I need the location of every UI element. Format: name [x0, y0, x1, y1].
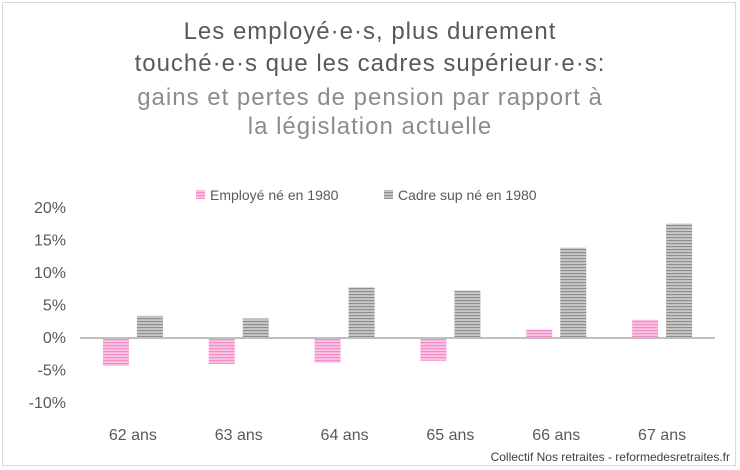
y-tick-label: 0%: [43, 330, 66, 347]
bar-cadre-6: [666, 223, 693, 338]
chart-title-line-2: touché·e·s que les cadres supérieur·e·s:: [134, 50, 606, 77]
bars: [102, 223, 693, 366]
source-credit: Collectif Nos retraites - reformedesretr…: [490, 450, 730, 464]
bar-cadre-2: [242, 318, 269, 338]
bar-cadre-3: [348, 287, 375, 338]
bar-cadre-1: [136, 315, 163, 338]
bar-employe-6: [632, 319, 659, 338]
x-category-label: 66 ans: [532, 427, 580, 444]
y-tick-label: 10%: [34, 265, 66, 282]
x-category-label: 63 ans: [215, 427, 263, 444]
x-category-label: 64 ans: [321, 427, 369, 444]
bar-employe-4: [420, 338, 447, 361]
y-tick-label: 15%: [34, 233, 66, 250]
x-category-label: 67 ans: [638, 427, 686, 444]
bar-employe-1: [102, 338, 129, 366]
legend-label-cadre: Cadre sup né en 1980: [398, 187, 537, 203]
x-category-label: 65 ans: [426, 427, 474, 444]
x-category-label: 62 ans: [109, 427, 157, 444]
legend-label-employe: Employé né en 1980: [210, 187, 339, 203]
x-axis-categories: 62 ans 63 ans 64 ans 65 ans 66 ans 67 ans: [109, 427, 686, 444]
bar-cadre-4: [454, 290, 481, 338]
bar-employe-3: [314, 338, 341, 363]
bar-employe-2: [208, 338, 235, 364]
legend-swatch-employe: [196, 190, 205, 199]
chart-subtitle-line-1: gains et pertes de pension par rapport à: [137, 84, 603, 111]
bar-employe-5: [526, 329, 553, 338]
y-tick-label: 5%: [43, 298, 66, 315]
y-tick-label: 20%: [34, 200, 66, 217]
legend: Employé né en 1980 Cadre sup né en 1980: [196, 187, 537, 203]
chart-frame: [2, 2, 736, 466]
y-tick-label: -5%: [38, 363, 66, 380]
y-axis-ticks: 20% 15% 10% 5% 0% -5% -10%: [29, 200, 66, 412]
chart-title-line-1: Les employé·e·s, plus durement: [183, 18, 557, 45]
y-tick-label: -10%: [29, 395, 66, 412]
bar-cadre-5: [560, 247, 587, 338]
legend-swatch-cadre: [384, 190, 393, 199]
chart-subtitle-line-2: la législation actuelle: [247, 113, 493, 140]
